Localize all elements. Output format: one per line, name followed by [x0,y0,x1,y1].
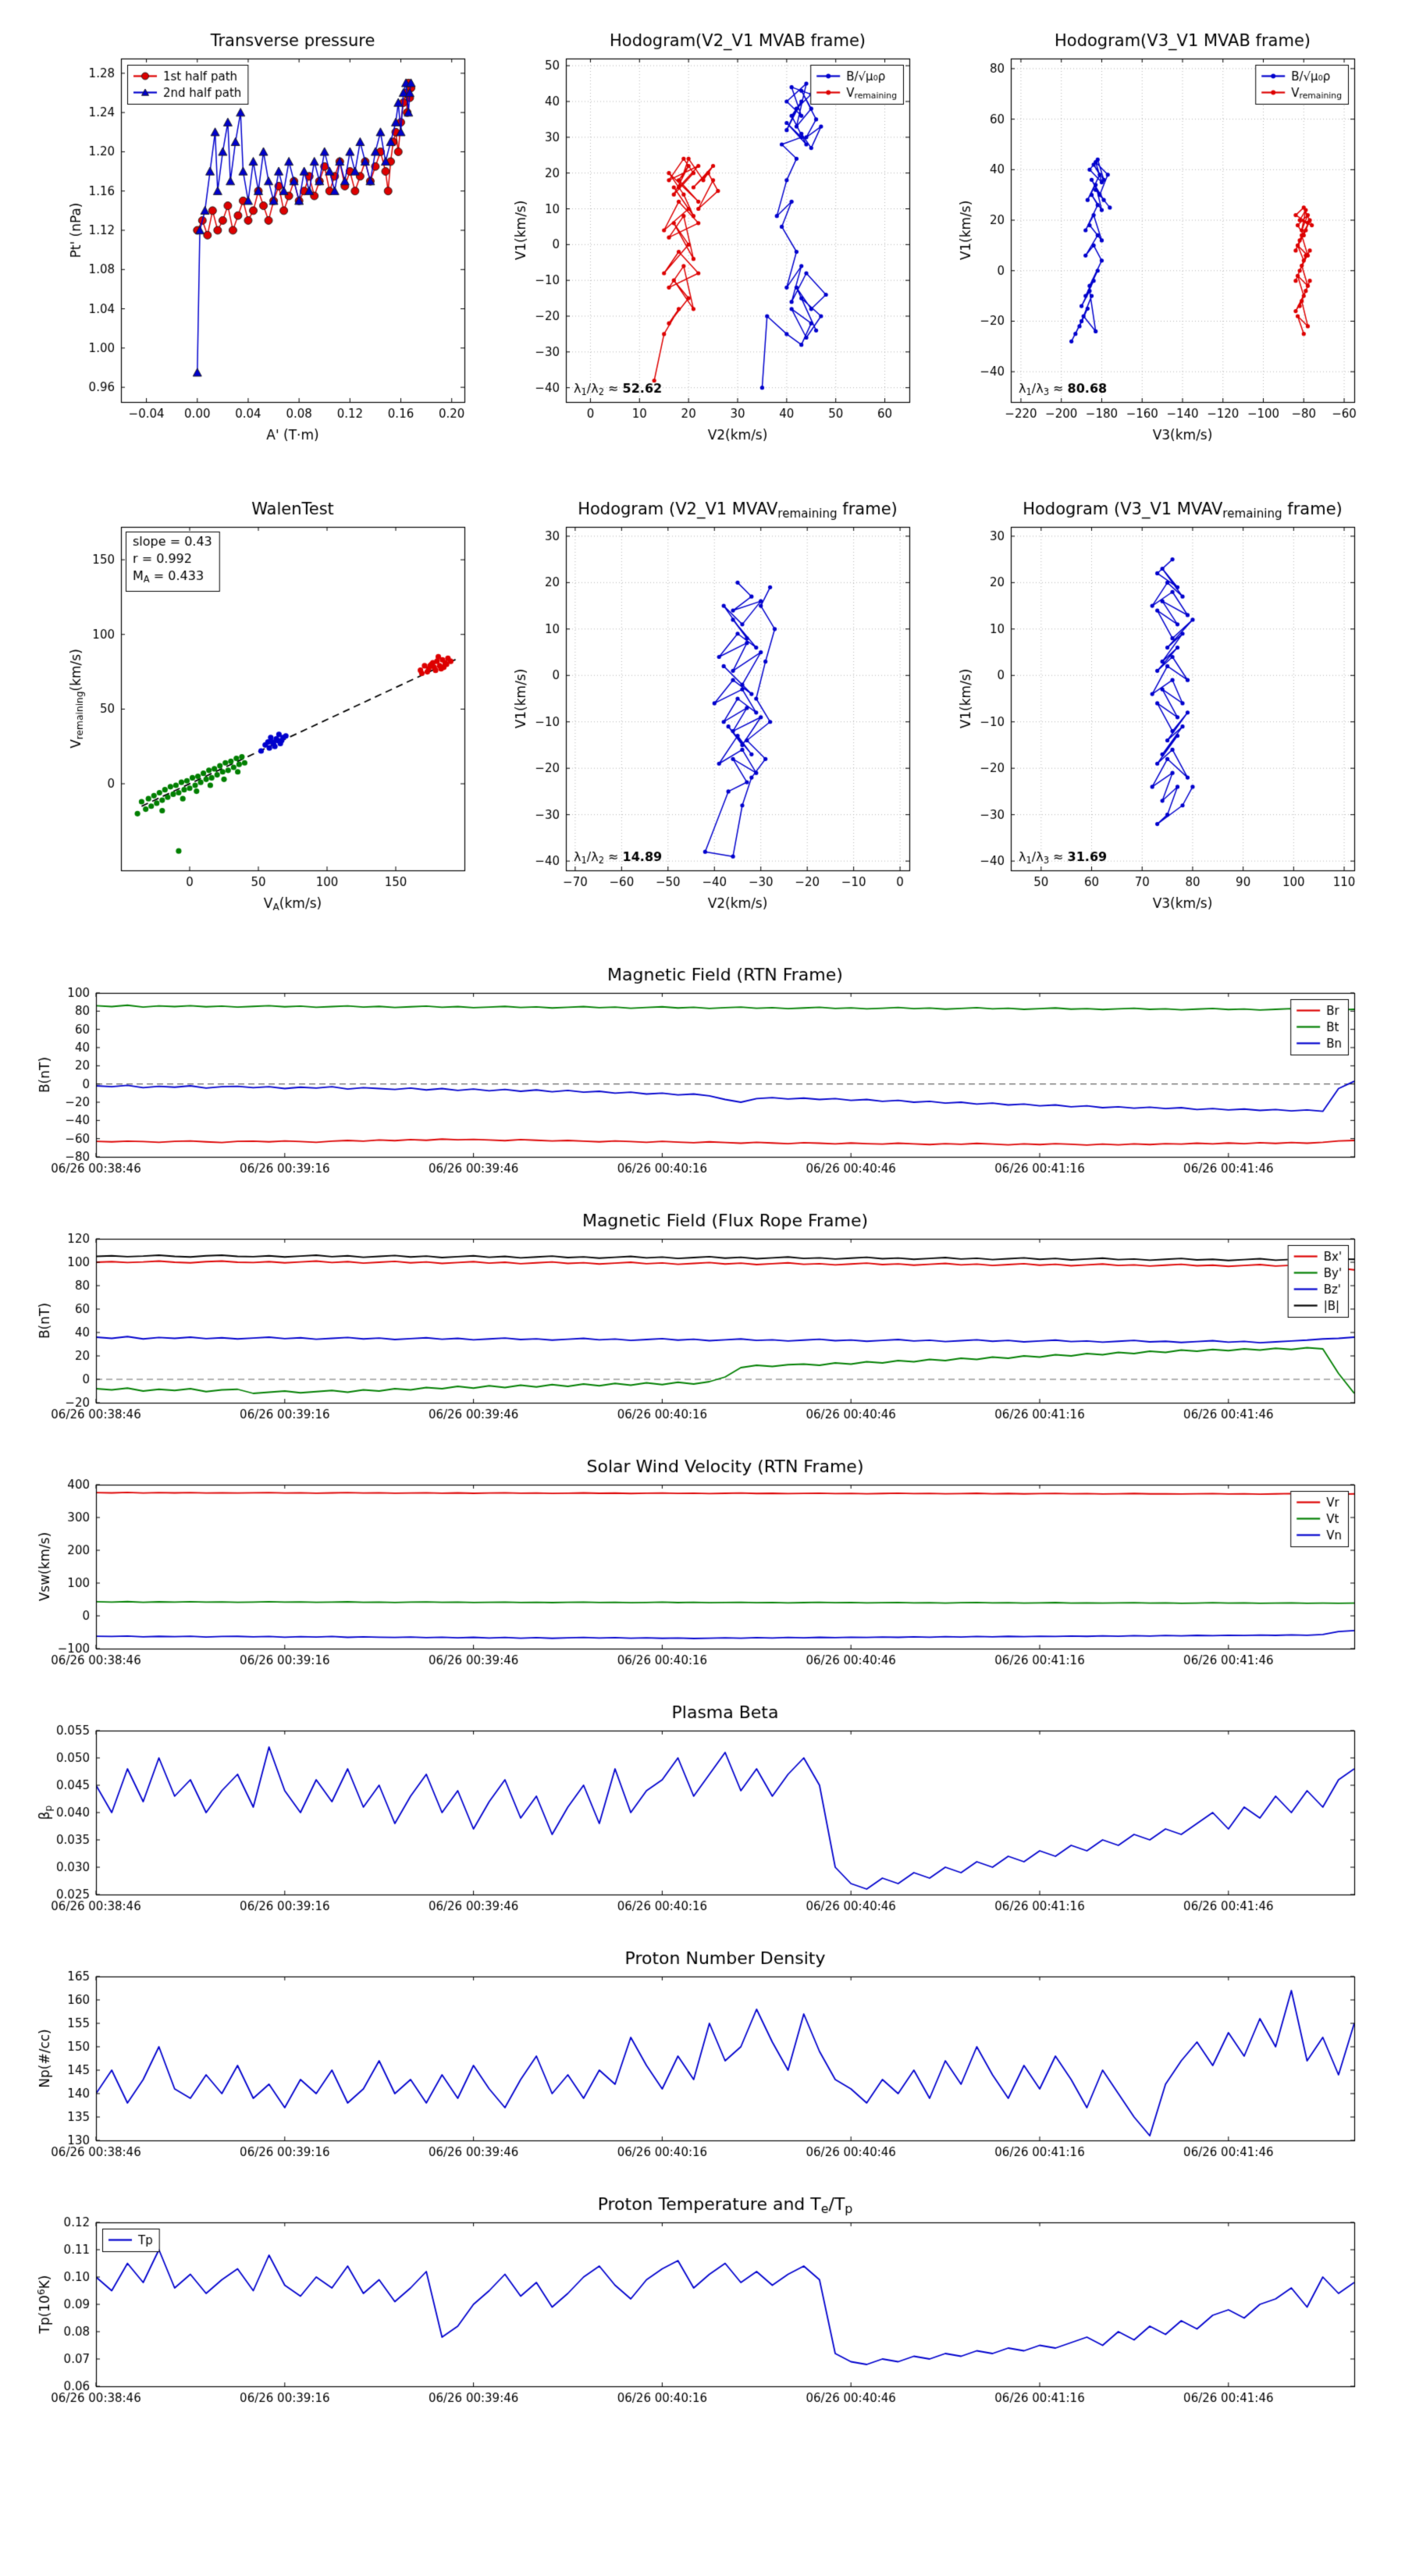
panel-plasma-beta [27,1698,1378,1936]
panel-solar-wind-velocity [27,1452,1378,1690]
panel-proton-temperature [27,2190,1378,2428]
panel-magnetic-field-fluxrope [27,1206,1378,1444]
panel-magnetic-field-rtn [27,960,1378,1198]
panel-transverse-pressure [59,20,480,457]
panel-hodogram-v3v1-mvav [948,488,1370,925]
panel-proton-number-density [27,1944,1378,2182]
panel-hodogram-v3v1-mvab [948,20,1370,457]
panel-hodogram-v2v1-mvab [503,20,925,457]
panel-hodogram-v2v1-mvav [503,488,925,925]
panel-walen-test [59,488,480,925]
